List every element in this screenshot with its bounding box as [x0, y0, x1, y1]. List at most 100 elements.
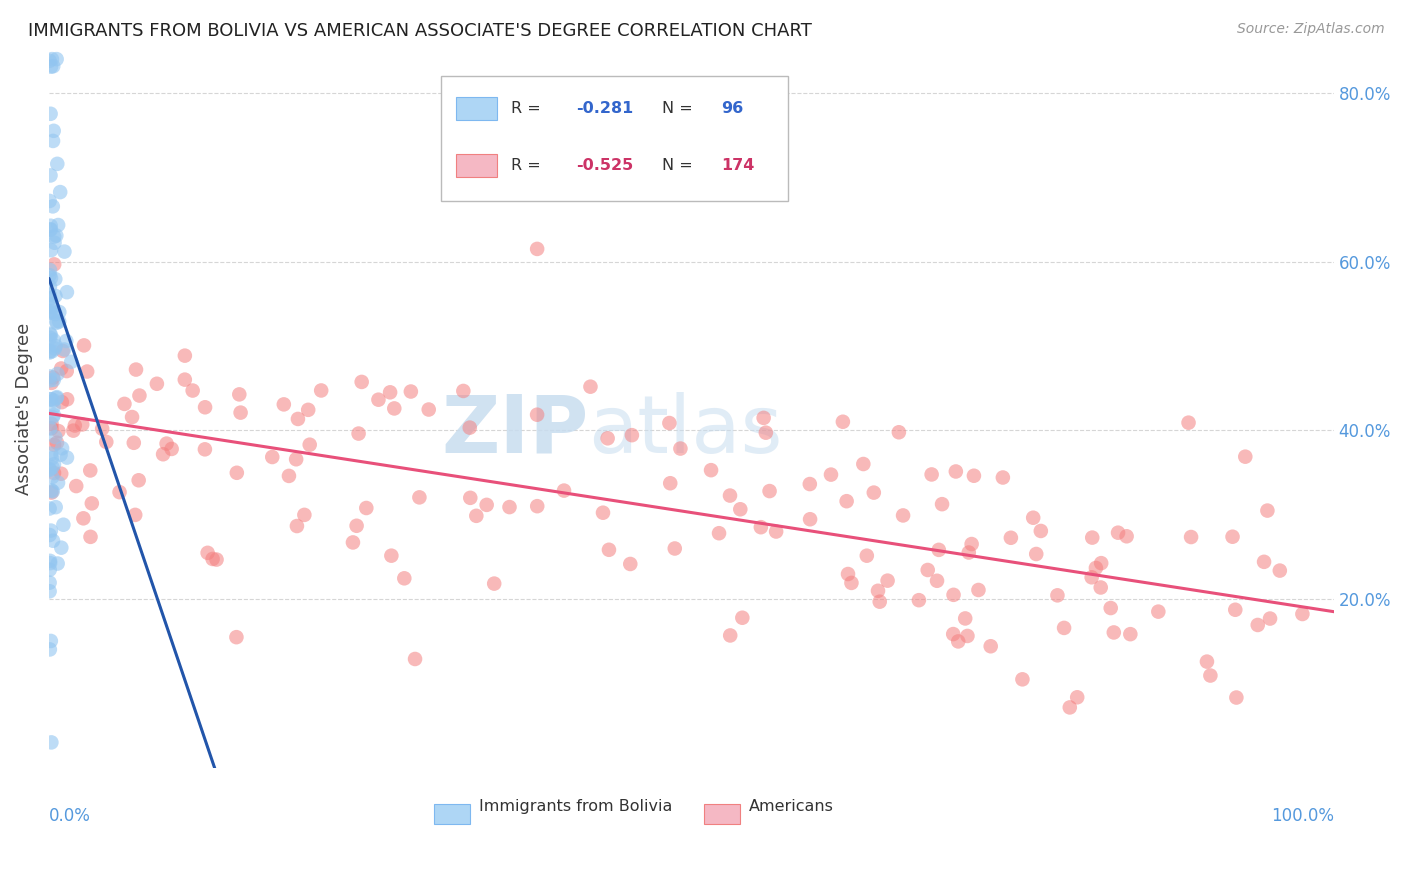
Point [45, 339, 67, 353]
Point [658, 416, 681, 430]
Point [51, 467, 73, 481]
Point [42, 199, 65, 213]
Point [718, 489, 741, 503]
Text: R =: R = [512, 158, 547, 173]
Point [1115, 529, 1137, 543]
Point [378, 385, 401, 400]
Point [41, 421, 63, 435]
Point [146, 376, 169, 391]
Point [41, 376, 63, 390]
Point [1195, 655, 1218, 669]
Point [55, 364, 77, 378]
Point [39, 107, 62, 121]
Point [152, 447, 174, 461]
Point [1090, 581, 1112, 595]
Point [42, 333, 65, 347]
Point [957, 545, 980, 559]
Point [1177, 416, 1199, 430]
Point [45, 316, 67, 330]
Point [404, 652, 426, 666]
Point [942, 588, 965, 602]
Point [45, 500, 67, 515]
Point [1234, 450, 1257, 464]
Point [42, 484, 65, 499]
Point [38, 344, 60, 359]
Point [297, 402, 319, 417]
Point [1256, 503, 1278, 517]
Text: ZIP: ZIP [441, 392, 589, 470]
Point [1199, 668, 1222, 682]
Point [1081, 531, 1104, 545]
Point [1258, 611, 1281, 625]
Point [51, 361, 73, 376]
Text: 100.0%: 100.0% [1271, 807, 1334, 825]
Point [201, 552, 224, 566]
Text: N =: N = [662, 158, 697, 173]
Point [285, 519, 308, 533]
Point [620, 428, 643, 442]
Point [42, 393, 65, 408]
Point [42, 400, 65, 414]
Point [228, 387, 250, 401]
Text: atlas: atlas [589, 392, 783, 470]
Point [967, 582, 990, 597]
Point [56, 392, 79, 407]
Point [1029, 524, 1052, 538]
Point [841, 575, 863, 590]
Point [128, 388, 150, 402]
Point [758, 484, 780, 499]
Point [347, 426, 370, 441]
Point [1084, 561, 1107, 575]
Point [48, 305, 70, 319]
Point [664, 541, 686, 556]
Point [38, 369, 60, 384]
Point [91, 422, 114, 436]
Text: R =: R = [512, 101, 547, 116]
Point [945, 465, 967, 479]
Point [76, 365, 98, 379]
Point [70, 417, 93, 432]
Point [41, 52, 63, 66]
Point [229, 406, 252, 420]
Point [887, 425, 910, 440]
Point [980, 640, 1002, 654]
Point [908, 593, 931, 607]
Point [380, 549, 402, 563]
Point [39, 554, 62, 568]
Point [46, 157, 69, 171]
Point [837, 567, 859, 582]
Point [367, 392, 389, 407]
Point [458, 420, 481, 434]
Point [121, 410, 143, 425]
Point [1066, 690, 1088, 705]
Point [1046, 588, 1069, 602]
FancyBboxPatch shape [441, 76, 787, 202]
Point [382, 401, 405, 416]
Point [39, 524, 62, 538]
Point [52, 343, 75, 358]
Point [309, 384, 332, 398]
Point [39, 222, 62, 236]
Point [891, 508, 914, 523]
Point [749, 520, 772, 534]
Point [731, 611, 754, 625]
Point [41, 344, 63, 359]
Point [39, 327, 62, 342]
Point [453, 384, 475, 398]
Point [862, 485, 884, 500]
Point [38, 326, 60, 341]
Point [278, 469, 301, 483]
Point [38, 306, 60, 320]
Point [856, 549, 879, 563]
Point [948, 634, 970, 648]
Point [292, 508, 315, 522]
Point [41, 410, 63, 425]
Point [1222, 530, 1244, 544]
Point [298, 438, 321, 452]
Point [173, 349, 195, 363]
Point [38, 374, 60, 388]
Point [262, 450, 284, 464]
Point [108, 485, 131, 500]
Point [38, 305, 60, 319]
Point [41, 451, 63, 466]
